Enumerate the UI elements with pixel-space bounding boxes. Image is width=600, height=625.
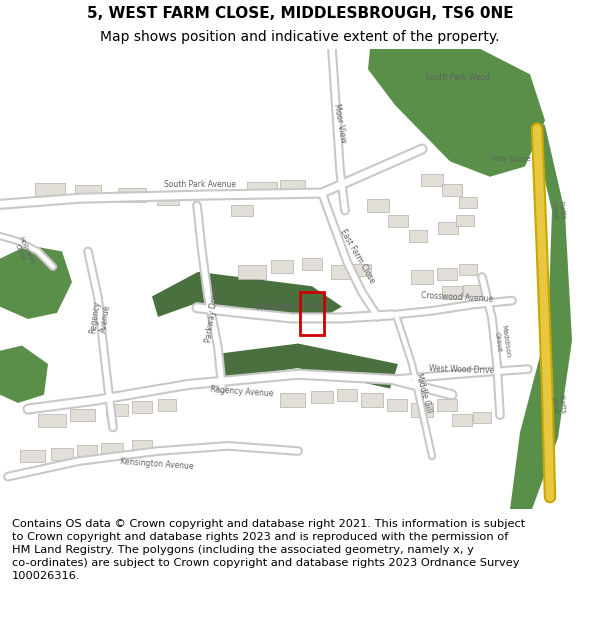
Text: Flatts
Lane: Flatts Lane [550, 394, 566, 416]
Bar [238, 265, 266, 279]
Bar [337, 389, 357, 401]
Text: Crosswood Avenue: Crosswood Avenue [421, 291, 493, 304]
Text: Contains OS data © Crown copyright and database right 2021. This information is : Contains OS data © Crown copyright and d… [12, 519, 525, 581]
Bar [231, 205, 253, 216]
Bar [331, 265, 353, 279]
Bar [35, 183, 65, 197]
Bar [437, 399, 457, 411]
Bar [421, 174, 443, 186]
Text: Play Space: Play Space [493, 156, 531, 162]
Bar [437, 268, 457, 280]
Bar [101, 443, 123, 454]
Bar [51, 449, 73, 460]
Bar [387, 399, 407, 411]
Text: Middle Gill: Middle Gill [415, 372, 434, 413]
Bar [353, 264, 371, 276]
Bar [77, 446, 97, 457]
Text: 5, WEST FARM CLOSE, MIDDLESBROUGH, TS6 0NE: 5, WEST FARM CLOSE, MIDDLESBROUGH, TS6 0… [86, 6, 514, 21]
Polygon shape [152, 272, 342, 323]
Bar [132, 401, 152, 412]
Bar [247, 182, 277, 194]
Bar [456, 215, 474, 226]
Bar [302, 258, 322, 270]
Bar [388, 214, 408, 227]
Bar [442, 184, 462, 196]
Text: Regency Avenue: Regency Avenue [210, 385, 274, 398]
Bar [280, 393, 305, 406]
Bar [70, 409, 95, 421]
Bar [411, 271, 433, 284]
Bar [132, 440, 152, 451]
Bar [38, 414, 66, 427]
Text: Parkway Drive: Parkway Drive [204, 287, 220, 342]
Text: East Farm Close: East Farm Close [338, 228, 376, 285]
Bar [409, 231, 427, 242]
Text: Moor View: Moor View [332, 103, 348, 144]
Bar [411, 403, 433, 417]
Polygon shape [510, 105, 572, 509]
Polygon shape [0, 245, 72, 319]
Bar [106, 404, 128, 416]
Bar [280, 180, 305, 192]
Bar [459, 197, 477, 208]
Text: Flatts
Lane: Flatts Lane [550, 200, 566, 221]
Bar [473, 412, 491, 423]
Bar [118, 189, 146, 202]
Text: West Farm Close: West Farm Close [255, 301, 319, 312]
Text: Map shows position and indicative extent of the property.: Map shows position and indicative extent… [100, 29, 500, 44]
Bar [300, 292, 324, 336]
Bar [452, 414, 472, 426]
Bar [271, 260, 293, 273]
Bar [463, 285, 481, 296]
Text: Hollywall
Close: Hollywall Close [11, 235, 35, 268]
Bar [442, 286, 462, 299]
Bar [157, 193, 179, 206]
Polygon shape [368, 49, 545, 177]
Bar [19, 450, 44, 462]
Text: Maddison
Grove: Maddison Grove [493, 324, 511, 359]
Bar [311, 391, 333, 403]
Text: South Park Avenue: South Park Avenue [164, 181, 236, 189]
Polygon shape [0, 346, 48, 403]
Polygon shape [218, 344, 398, 389]
Bar [438, 222, 458, 234]
Bar [459, 264, 477, 276]
Bar [361, 393, 383, 406]
Bar [75, 186, 101, 199]
Bar [367, 199, 389, 211]
Text: Regency
Avenue: Regency Avenue [88, 301, 112, 336]
Bar [158, 399, 176, 411]
Text: West Wood Drive: West Wood Drive [430, 364, 494, 375]
Text: South Park Wood: South Park Wood [425, 73, 490, 82]
Text: Kensington Avenue: Kensington Avenue [120, 458, 194, 471]
